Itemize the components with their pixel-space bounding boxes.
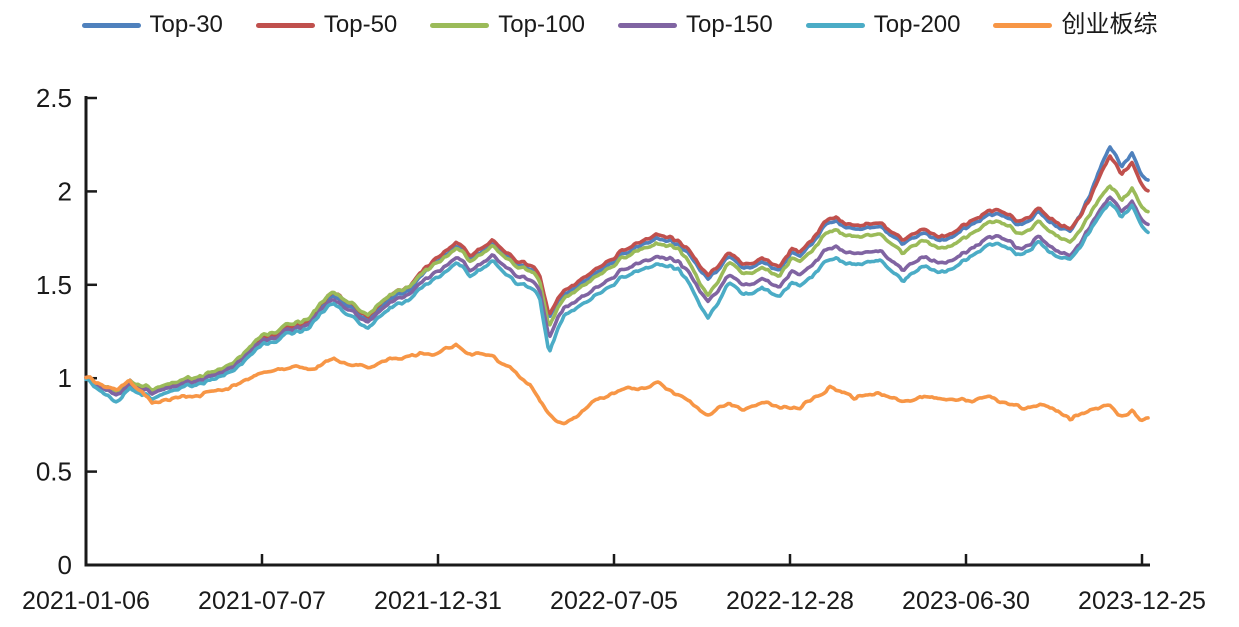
legend-swatch-top-150 [618,22,678,28]
x-tick-label: 2022-07-05 [550,587,678,615]
x-tick-label: 2023-12-25 [1078,587,1206,615]
legend-swatch-top-30 [81,22,141,28]
series-line-top-200 [84,201,1150,404]
y-tick-label: 2.5 [36,83,72,113]
x-tick-label: 2023-06-30 [902,587,1030,615]
legend-item-top-100: Top-100 [430,13,585,37]
series-line-chuangyeban-index [84,342,1150,426]
x-tick-label: 2022-12-28 [726,587,854,615]
legend-label-chuangyeban-index: 创业板综 [1061,11,1158,38]
y-tick-label: 1.5 [36,270,72,300]
series-line-top-100 [84,184,1150,393]
legend-item-top-30: Top-30 [81,11,223,38]
chart-legend: Top-30 Top-50 Top-100 Top-150 Top-200 创业板综 [0,13,1239,37]
legend-item-top-150: Top-150 [618,13,773,37]
legend-swatch-top-200 [805,22,865,28]
legend-swatch-top-50 [255,22,315,28]
axis-lines [84,96,1150,567]
x-tick-label: 2021-01-06 [22,587,150,615]
x-tick-label: 2021-07-07 [198,587,326,615]
legend-label-top-50: Top-50 [323,11,398,38]
legend-swatch-chuangyeban-index [993,22,1053,28]
y-tick-label: 1 [58,363,72,393]
legend-label-top-150: Top-150 [686,11,773,38]
legend-item-top-50: Top-50 [255,11,398,38]
legend-item-top-200: Top-200 [805,11,961,38]
legend-item-chuangyeban-index: 创业板综 [993,13,1157,37]
y-tick-label: 2 [58,176,72,206]
y-tick-label: 0 [58,550,72,580]
legend-label-top-200: Top-200 [873,11,961,38]
legend-swatch-top-100 [430,22,490,28]
legend-label-top-30: Top-30 [149,11,223,38]
x-tick-label: 2021-12-31 [374,587,502,615]
series-line-top-150 [84,195,1150,397]
y-tick-label: 0.5 [36,457,72,487]
legend-label-top-100: Top-100 [498,11,586,38]
